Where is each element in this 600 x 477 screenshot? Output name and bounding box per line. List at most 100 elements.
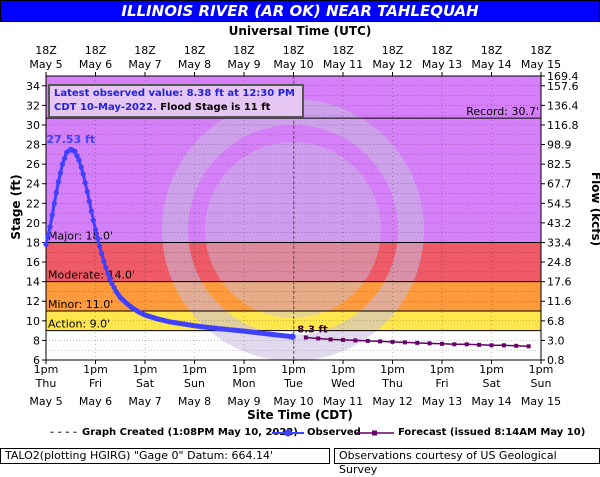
- latest-value-box: Latest observed value: 8.38 ft at 12:30 …: [48, 84, 304, 118]
- observed-point: [43, 241, 49, 247]
- x-tick-date: May 9: [227, 395, 260, 408]
- x-tick-time: 1pm: [331, 363, 356, 376]
- x-tick-time: 1pm: [380, 363, 405, 376]
- datum-note: TALO2(plotting HGIRG) "Gage 0" Datum: 66…: [0, 448, 330, 464]
- observed-point: [80, 171, 86, 177]
- forecast-point: [316, 336, 321, 341]
- hydrograph: Action: 9.0' Minor: 11.0' Moderate: 14.0' M…: [26, 44, 579, 408]
- latest-label: 8.3 ft: [297, 325, 328, 336]
- legend-created: Graph Created (1:08PM May 10, 2022): [82, 427, 298, 438]
- x-tick-time: 1pm: [34, 363, 59, 376]
- flood-label-moderate: Moderate: 14.0': [48, 269, 135, 282]
- top-axis-title: Universal Time (UTC): [228, 24, 372, 38]
- observed-point: [111, 284, 117, 291]
- latest-line-2: CDT 10-May-2022.: [54, 102, 157, 113]
- observed-point: [51, 200, 57, 206]
- flow-tick-label: 169.4: [547, 70, 579, 83]
- observed-point: [86, 198, 92, 204]
- y-tick-label: 30: [26, 119, 40, 132]
- observed-point: [103, 264, 109, 271]
- forecast-point: [526, 344, 531, 349]
- forecast-point: [514, 343, 519, 348]
- top-tick-time: 18Z: [332, 44, 354, 57]
- flow-tick-label: 98.9: [547, 139, 572, 152]
- observed-point: [97, 243, 103, 249]
- observed-point: [105, 271, 111, 277]
- observed-point: [57, 170, 64, 176]
- x-tick-day: Sun: [531, 377, 552, 390]
- x-tick-day: Thu: [35, 377, 57, 390]
- top-tick-time: 18Z: [530, 44, 552, 57]
- top-tick-date: May 9: [227, 58, 260, 71]
- forecast-point: [341, 337, 345, 342]
- observed-point: [72, 148, 78, 154]
- right-axis-title: Flow (kcfs): [589, 171, 600, 247]
- legend-forecast: Forecast (issued 8:14AM May 10): [398, 427, 586, 438]
- forecast-point: [501, 343, 506, 348]
- x-tick-date: May 7: [128, 395, 161, 408]
- observations-credit: Observations courtesy of US Geological S…: [334, 448, 600, 476]
- top-tick-date: May 10: [273, 58, 313, 71]
- x-tick-time: 1pm: [182, 363, 207, 376]
- y-tick-label: 16: [26, 256, 40, 269]
- legend-created-icon: - - - -: [50, 427, 78, 438]
- forecast-point: [489, 343, 494, 348]
- left-axis-title: Stage (ft): [9, 174, 23, 240]
- x-tick-time: 1pm: [430, 363, 455, 376]
- top-tick-date: May 5: [29, 58, 62, 71]
- x-tick-date: May 13: [422, 395, 462, 408]
- observed-point: [101, 258, 107, 264]
- y-tick-label: 22: [26, 197, 40, 210]
- x-tick-day: Sun: [184, 377, 205, 390]
- legend-observed: Observed: [307, 427, 361, 438]
- x-tick-date: May 11: [323, 395, 363, 408]
- x-tick-time: 1pm: [529, 363, 554, 376]
- forecast-point: [402, 340, 407, 345]
- flood-label-minor: Minor: 11.0': [48, 298, 113, 311]
- flow-tick-label: 136.4: [547, 99, 579, 112]
- y-tick-label: 28: [26, 139, 40, 152]
- x-tick-time: 1pm: [281, 363, 306, 376]
- legend-forecast-icon: [356, 430, 394, 436]
- top-tick-time: 18Z: [283, 44, 305, 57]
- bottom-axis-title: Site Time (CDT): [247, 408, 353, 422]
- top-tick-time: 18Z: [481, 44, 503, 57]
- latest-line-1: Latest observed value: 8.38 ft at 12:30 …: [54, 88, 295, 99]
- flow-tick-label: 11.6: [547, 295, 572, 308]
- x-tick-day: Fri: [435, 377, 448, 390]
- observed-point: [59, 161, 66, 167]
- y-tick-label: 18: [26, 236, 40, 249]
- x-tick-day: Wed: [331, 377, 355, 390]
- y-tick-label: 8: [33, 334, 40, 347]
- forecast-point: [440, 341, 444, 346]
- top-tick-time: 18Z: [382, 44, 404, 57]
- observed-point: [82, 180, 88, 186]
- top-tick-time: 18Z: [85, 44, 107, 57]
- observed-point: [47, 224, 53, 230]
- flood-label-major: Major: 18.0': [48, 229, 113, 242]
- flow-tick-label: 157.6: [547, 80, 579, 93]
- flow-tick-label: 6.8: [547, 315, 565, 328]
- flood-label-action: Action: 9.0': [48, 318, 110, 331]
- flow-tick-label: 67.7: [547, 178, 572, 191]
- observed-point: [90, 217, 96, 223]
- forecast-point: [464, 342, 469, 347]
- top-tick-date: May 8: [178, 58, 211, 71]
- x-tick-day: Fri: [89, 377, 102, 390]
- y-tick-label: 20: [26, 217, 40, 230]
- forecast-point: [415, 340, 420, 345]
- top-tick-date: May 11: [323, 58, 363, 71]
- y-tick-label: 6: [33, 354, 40, 367]
- y-tick-label: 14: [26, 276, 40, 289]
- top-tick-date: May 7: [128, 58, 161, 71]
- x-tick-time: 1pm: [133, 363, 158, 376]
- observed-point: [53, 189, 59, 196]
- y-tick-label: 24: [26, 178, 40, 191]
- observed-point: [78, 164, 84, 170]
- forecast-point: [452, 342, 457, 347]
- y-tick-label: 10: [26, 315, 40, 328]
- top-tick-date: May 6: [79, 58, 112, 71]
- x-tick-day: Sat: [482, 377, 501, 390]
- flow-tick-label: 82.5: [547, 158, 572, 171]
- x-tick-time: 1pm: [479, 363, 504, 376]
